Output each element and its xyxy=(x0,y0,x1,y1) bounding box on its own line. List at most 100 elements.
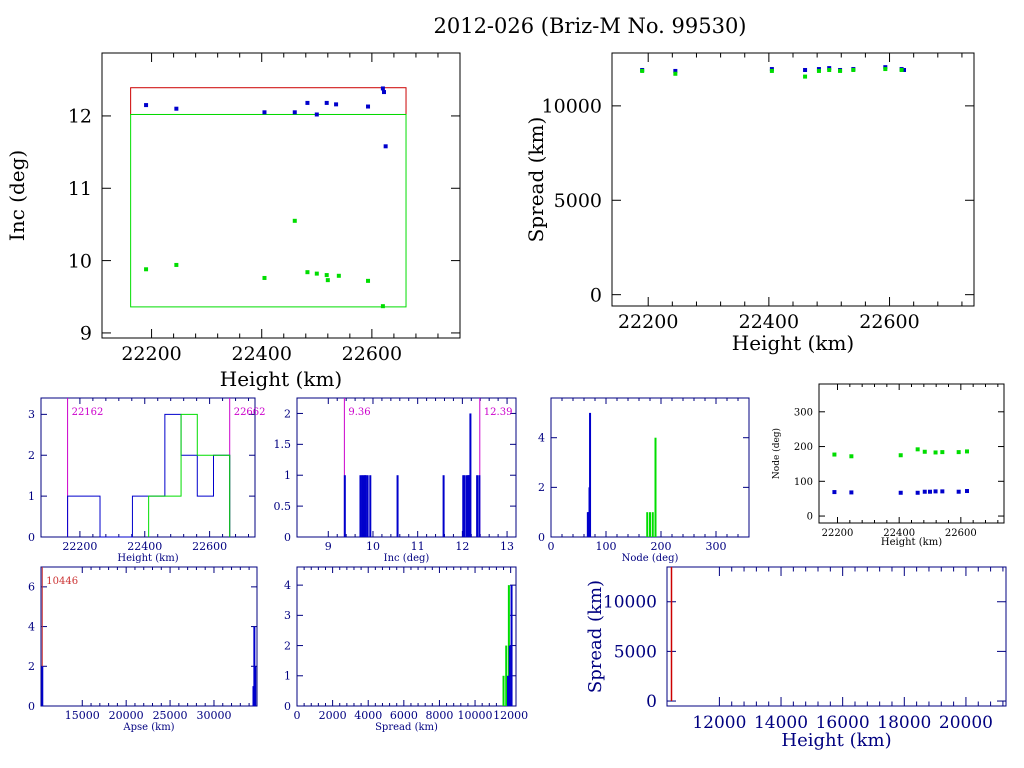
plot-frame xyxy=(101,52,461,339)
scatter-point-green xyxy=(816,68,821,73)
x-axis-label: Apse (km) xyxy=(122,722,174,733)
histogram-bar-green xyxy=(507,585,510,706)
y-tick-label: 0 xyxy=(28,531,35,544)
histogram-bar-blue xyxy=(463,475,466,537)
scatter-point-blue xyxy=(334,102,339,107)
x-axis-label: Inc (deg) xyxy=(384,553,430,564)
scatter-point-green xyxy=(305,270,310,275)
scatter-point-green xyxy=(922,449,927,454)
histogram-bar-blue xyxy=(41,666,44,706)
y-tick-label: 12 xyxy=(68,106,92,128)
x-tick-label: 2000 xyxy=(319,709,347,722)
y-tick-label: 3 xyxy=(284,609,291,622)
scatter-point-blue xyxy=(366,104,371,109)
x-tick-label: 22400 xyxy=(739,311,799,333)
histogram-bar-green xyxy=(649,512,651,537)
x-tick-label: 6000 xyxy=(390,709,418,722)
y-tick-label: 100 xyxy=(794,477,813,488)
chart-inc-vs-height: 22200 22400 22600 9 10 11 12 Height (km) Inc (de… xyxy=(5,52,461,391)
x-tick-label: 13 xyxy=(500,540,514,553)
scatter-point-green xyxy=(803,74,808,79)
x-axis-label: Node (deg) xyxy=(622,553,679,564)
y-tick-label: 4 xyxy=(538,432,545,445)
y-tick-label: 2 xyxy=(284,639,291,652)
y-tick-label: 2 xyxy=(538,481,545,494)
scatter-point-green xyxy=(769,68,774,73)
x-axis-label: Spread (km) xyxy=(375,722,438,733)
chart-hist-inc: 9 10 11 12 13 0 0.5 1 1.5 2 Inc (deg) 9.36 12.39 xyxy=(274,397,517,564)
x-tick-label: 15000 xyxy=(65,709,100,722)
x-tick-label: 20000 xyxy=(109,709,144,722)
scatter-point-blue xyxy=(928,489,932,494)
y-tick-label: 6 xyxy=(28,581,35,594)
plot-frame xyxy=(40,566,258,707)
scatter-point-blue xyxy=(915,490,920,495)
x-tick-label: 20000 xyxy=(939,713,993,733)
histogram-bar-blue xyxy=(343,475,346,537)
chart-spread-vs-height: 22200 22400 22600 0 5000 10000 Height (km) Spre… xyxy=(524,52,975,355)
histogram-steps-blue xyxy=(67,413,231,538)
x-tick-label: 12000 xyxy=(493,709,528,722)
x-axis-label: Height (km) xyxy=(732,331,854,355)
histogram-bar-blue xyxy=(508,645,511,706)
histogram-bar-green xyxy=(654,437,657,537)
plot-frame xyxy=(818,383,1005,524)
scatter-point-green xyxy=(292,218,297,223)
histogram-bar-blue xyxy=(361,475,364,537)
x-tick-label: 200 xyxy=(651,540,672,553)
histogram-bar-blue xyxy=(362,475,365,537)
scatter-point-blue xyxy=(174,106,179,111)
chart-hist-node: 0 100 200 300 0 2 4 Node (deg) xyxy=(538,397,750,564)
chart-node-vs-height: 22200 22400 22600 0 100 200 300 Height (km) Node… xyxy=(771,383,1005,548)
y-tick-label: 11 xyxy=(68,178,92,200)
x-tick-label: 300 xyxy=(706,540,727,553)
scatter-point-green xyxy=(380,304,385,309)
scatter-point-green xyxy=(898,453,903,458)
x-tick-label: 22600 xyxy=(342,343,402,365)
range-marker-label: 10446 xyxy=(46,576,78,587)
y-tick-label: 1 xyxy=(284,670,291,683)
scatter-point-green xyxy=(838,68,843,73)
y-tick-label: 0 xyxy=(807,512,813,523)
y-tick-label: 5000 xyxy=(614,642,657,662)
histogram-bar-blue xyxy=(510,585,513,706)
scatter-point-green xyxy=(640,68,645,73)
scatter-point-green xyxy=(314,271,319,276)
x-tick-label: 4000 xyxy=(354,709,382,722)
y-axis-label: Spread (km) xyxy=(524,117,548,243)
y-tick-label: 300 xyxy=(794,407,813,418)
y-axis-label: Spread (km) xyxy=(585,580,606,693)
y-tick-label: 9 xyxy=(80,323,92,345)
x-tick-label: 22400 xyxy=(231,343,291,365)
x-tick-label: 22200 xyxy=(121,343,181,365)
histogram-bar-blue xyxy=(359,475,362,537)
y-tick-label: 0 xyxy=(646,692,657,712)
scatter-point-blue xyxy=(803,67,808,72)
chart-hist-spread: 0 2000 4000 6000 8000 10000 12000 0 1 2 3 4 Spread (… xyxy=(284,566,528,733)
scatter-point-blue xyxy=(380,86,385,91)
scatter-point-green xyxy=(324,273,329,278)
scatter-point-blue xyxy=(262,110,267,115)
scatter-point-green xyxy=(899,67,904,72)
x-tick-label: 9 xyxy=(325,540,332,553)
histogram-bar-blue xyxy=(465,475,468,537)
histogram-bar-blue xyxy=(478,475,481,537)
plot-frame xyxy=(296,566,517,707)
histogram-bar-blue xyxy=(469,413,472,537)
scatter-point-blue xyxy=(940,489,945,494)
scatter-point-green xyxy=(940,450,945,455)
plot-frame xyxy=(611,52,975,307)
histogram-steps-green xyxy=(148,413,231,537)
scatter-point-blue xyxy=(933,489,938,494)
scatter-point-blue xyxy=(956,489,961,494)
scatter-point-green xyxy=(827,67,832,72)
x-tick-label: 12 xyxy=(455,540,469,553)
x-tick-label: 22200 xyxy=(62,540,97,553)
y-tick-label: 0 xyxy=(284,700,291,713)
scatter-point-blue xyxy=(832,490,837,495)
scatter-point-blue xyxy=(381,90,386,95)
y-tick-label: 4 xyxy=(284,579,291,592)
scatter-point-green xyxy=(849,454,854,459)
histogram-bar-green xyxy=(505,645,508,706)
x-tick-label: 22600 xyxy=(192,540,227,553)
